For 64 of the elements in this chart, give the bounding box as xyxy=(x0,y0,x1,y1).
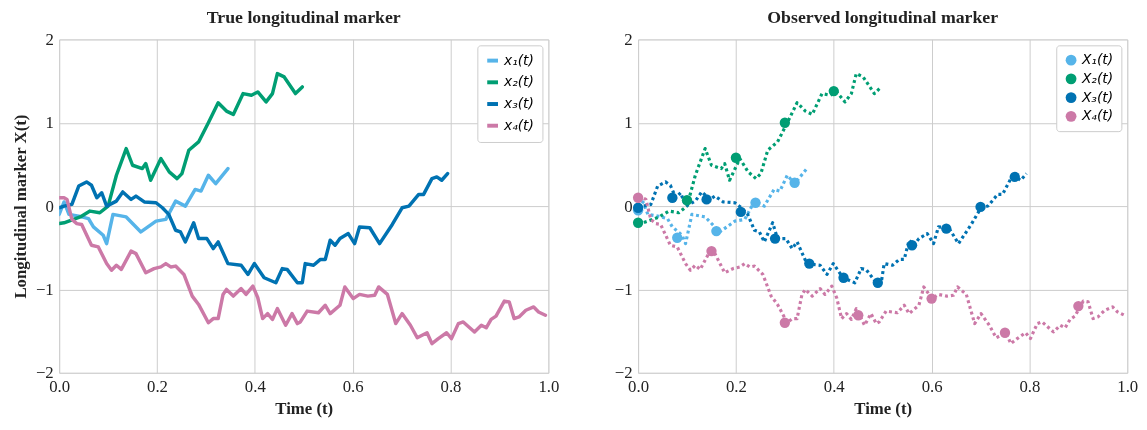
line-series xyxy=(59,196,548,346)
point xyxy=(672,232,683,243)
point xyxy=(872,277,883,288)
legend-label: x₃(t) xyxy=(502,94,534,111)
y-axis-title: Longitudinal marker X(t) xyxy=(11,114,31,299)
point xyxy=(838,272,849,283)
y-tick-label: 0 xyxy=(45,196,54,216)
point xyxy=(750,197,761,208)
x-tick-label: 1.0 xyxy=(538,377,560,396)
line-series xyxy=(59,171,450,285)
y-tick-label: 1 xyxy=(45,113,54,133)
point xyxy=(1073,300,1084,312)
y-tick-label: −1 xyxy=(35,279,54,299)
point xyxy=(730,152,742,163)
point xyxy=(906,240,918,251)
legend-label: x₁(t) xyxy=(502,51,534,68)
point xyxy=(667,192,678,203)
legend-label: x₂(t) xyxy=(502,73,534,90)
x-tick-label: 0.2 xyxy=(147,377,168,396)
y-tick-label: 2 xyxy=(45,29,54,49)
x-tick-label: 0.4 xyxy=(823,377,846,396)
x-tick-label: 0.8 xyxy=(1019,377,1041,396)
point xyxy=(789,177,800,188)
line-series xyxy=(59,71,305,226)
legend-label: X₃(t) xyxy=(1080,88,1114,105)
point xyxy=(632,192,644,203)
point xyxy=(1009,171,1020,183)
legend-label: x₄(t) xyxy=(502,116,534,133)
y-tick-label: 2 xyxy=(624,29,633,49)
point xyxy=(735,206,746,218)
point xyxy=(941,223,952,234)
legend-label: X₂(t) xyxy=(1080,69,1114,86)
chart-title: True longitudinal marker xyxy=(206,6,401,27)
x-tick-label: 0.0 xyxy=(628,377,650,396)
legend-label: X₄(t) xyxy=(1080,107,1114,124)
x-tick-label: 0.4 xyxy=(244,377,267,396)
x-tick-label: 0.8 xyxy=(440,377,462,396)
point xyxy=(779,117,791,128)
point xyxy=(769,233,781,244)
point xyxy=(779,317,791,328)
y-tick-label: −1 xyxy=(614,279,633,299)
point xyxy=(828,85,839,97)
point xyxy=(853,310,864,321)
point xyxy=(804,258,815,269)
legend-label: X₁(t) xyxy=(1080,51,1114,68)
line-series xyxy=(59,166,230,246)
point xyxy=(975,201,986,213)
point xyxy=(999,327,1011,338)
point xyxy=(926,293,937,304)
chart-title: Observed longitudinal marker xyxy=(767,6,999,27)
point xyxy=(701,194,712,205)
point xyxy=(711,225,722,237)
x-tick-label: 0.0 xyxy=(49,377,71,396)
y-tick-label: 1 xyxy=(624,113,633,133)
x-axis-title: Time (t) xyxy=(275,398,334,418)
x-tick-label: 1.0 xyxy=(1117,377,1139,396)
x-tick-label: 0.2 xyxy=(725,377,747,396)
x-axis-title: Time (t) xyxy=(854,398,913,418)
y-tick-label: 0 xyxy=(624,196,633,216)
point xyxy=(681,195,693,206)
x-tick-label: 0.6 xyxy=(921,377,943,396)
point xyxy=(632,217,644,228)
x-tick-label: 0.6 xyxy=(342,377,364,396)
point xyxy=(706,245,717,257)
